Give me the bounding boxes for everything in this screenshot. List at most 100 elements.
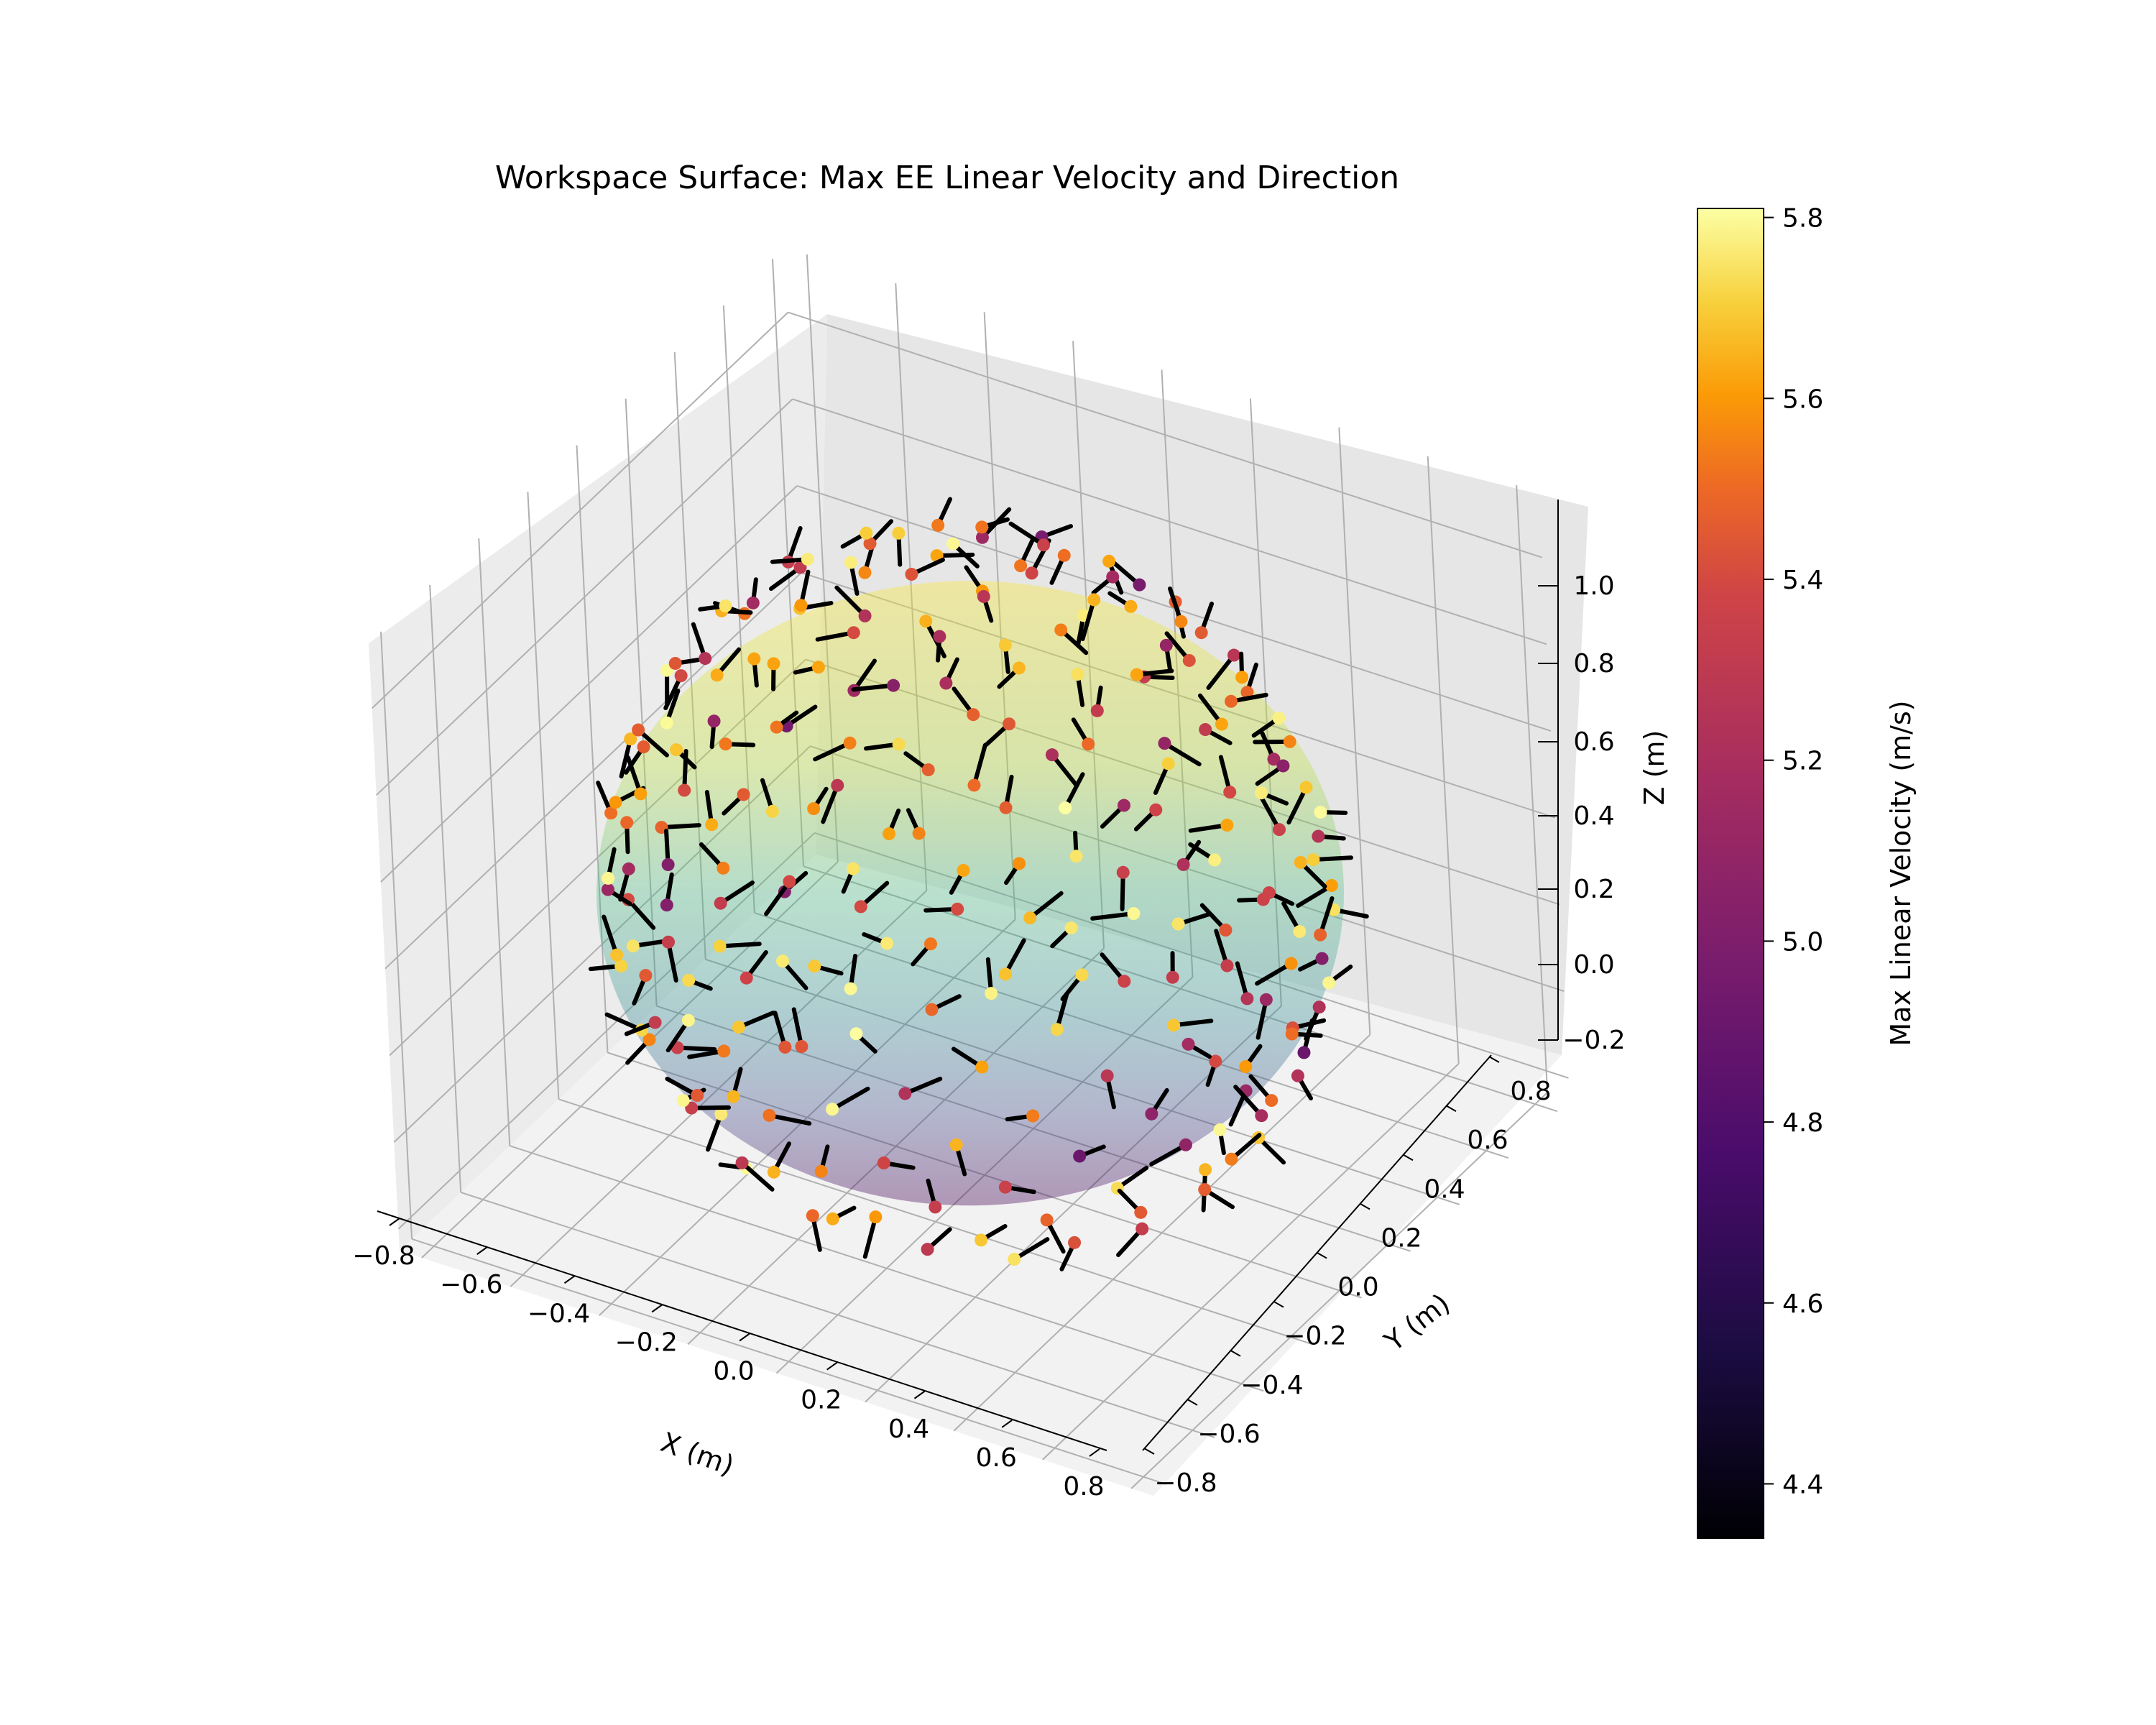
velocity-marker [998, 638, 1012, 652]
grid-line-z-left [384, 571, 802, 970]
direction-arrow [1286, 785, 1309, 825]
z-tick-label: 1.0 [1573, 571, 1614, 601]
velocity-marker [1117, 799, 1130, 812]
velocity-point [1240, 662, 1258, 699]
velocity-point [807, 786, 829, 816]
velocity-point [767, 1141, 791, 1179]
velocity-point [858, 545, 875, 579]
velocity-marker [1194, 626, 1208, 640]
velocity-marker [674, 669, 688, 683]
grid-line-z-left [371, 311, 789, 709]
velocity-marker [662, 935, 676, 949]
velocity-point [931, 497, 952, 532]
velocity-point [706, 1108, 728, 1152]
velocity-marker [1209, 1054, 1222, 1068]
workspace-surface [596, 581, 1345, 1206]
velocity-marker [998, 1180, 1012, 1194]
velocity-point [1073, 1144, 1106, 1163]
velocity-point [863, 519, 894, 551]
velocity-marker [1161, 757, 1175, 770]
velocity-marker [1116, 865, 1130, 879]
velocity-marker [877, 1156, 890, 1170]
velocity-point [1291, 1069, 1313, 1101]
velocity-marker [1082, 737, 1095, 751]
velocity-point [625, 1033, 656, 1065]
velocity-marker [1059, 801, 1072, 815]
velocity-point [997, 661, 1026, 689]
velocity-marker [863, 537, 877, 551]
velocity-point [1110, 558, 1146, 592]
x-axis-ticks: −0.8 −0.6 −0.4 −0.2 0.0 0.2 0.4 0.6 0.8 [352, 1218, 1105, 1501]
velocity-marker [622, 862, 635, 875]
velocity-point [727, 1067, 743, 1103]
colorbar-tick-label: 5.0 [1782, 927, 1823, 957]
velocity-marker [892, 737, 906, 751]
velocity-point [1188, 819, 1234, 833]
grid-line-y-floor [509, 1145, 1264, 1392]
y-tick-mark [1402, 1154, 1414, 1162]
velocity-marker [1003, 717, 1016, 731]
velocity-marker [610, 948, 624, 962]
x-tick-label: −0.6 [440, 1270, 502, 1300]
velocity-point [1116, 865, 1130, 911]
velocity-point [844, 556, 860, 596]
velocity-marker [681, 1013, 695, 1027]
grid-line-z-back [788, 311, 1542, 558]
velocity-point [999, 938, 1026, 981]
velocity-marker [1259, 993, 1273, 1006]
velocity-point [661, 828, 675, 871]
velocity-point [747, 652, 761, 688]
velocity-point [1149, 1138, 1192, 1167]
velocity-marker [1012, 661, 1026, 675]
velocity-point [773, 1011, 792, 1054]
velocity-marker [778, 1040, 792, 1054]
velocity-marker [765, 804, 779, 818]
velocity-point [740, 949, 768, 985]
colorbar-tick-label: 4.4 [1782, 1470, 1823, 1499]
velocity-marker [898, 1087, 912, 1100]
velocity-marker [1312, 1000, 1326, 1014]
velocity-marker [1208, 853, 1222, 867]
velocity-point [977, 589, 994, 623]
velocity-marker [1276, 759, 1290, 773]
velocity-marker [1037, 538, 1051, 552]
velocity-marker [929, 1200, 942, 1214]
velocity-marker [921, 763, 935, 777]
velocity-marker [1179, 1138, 1192, 1151]
sphere-surface [596, 581, 1345, 1206]
grid-line-y-left [478, 538, 511, 1146]
velocity-marker [921, 1243, 934, 1256]
velocity-point [1307, 853, 1354, 867]
velocity-point [1107, 591, 1138, 613]
velocity-point [1080, 593, 1101, 642]
velocity-marker [714, 896, 727, 910]
direction-arrow [1206, 653, 1236, 690]
velocity-point [735, 1156, 775, 1192]
direction-arrow [834, 585, 867, 618]
velocity-marker [737, 788, 750, 801]
velocity-marker [1166, 970, 1179, 984]
velocity-point [877, 1156, 916, 1170]
velocity-point [892, 526, 906, 567]
velocity-marker [1235, 671, 1249, 684]
velocity-marker [869, 1210, 883, 1224]
velocity-marker [719, 737, 732, 751]
velocity-point [952, 686, 980, 722]
velocity-point [925, 994, 962, 1016]
velocity-marker [775, 954, 789, 968]
z-tick-label: 0.2 [1573, 875, 1614, 904]
y-axis-label: Y (m) [1378, 1287, 1455, 1358]
velocity-marker [1239, 1060, 1253, 1074]
velocity-marker [1265, 1094, 1279, 1108]
velocity-marker [740, 971, 753, 985]
velocity-point [732, 1011, 775, 1034]
y-tick-label: 0.8 [1510, 1077, 1551, 1106]
velocity-marker [1199, 1163, 1212, 1177]
velocity-points [588, 497, 1369, 1271]
x-tick-mark [1001, 1420, 1013, 1428]
y-tick-label: −0.8 [1154, 1468, 1217, 1498]
velocity-point [1214, 929, 1234, 972]
velocity-point [1023, 891, 1064, 925]
velocity-point [851, 678, 900, 692]
